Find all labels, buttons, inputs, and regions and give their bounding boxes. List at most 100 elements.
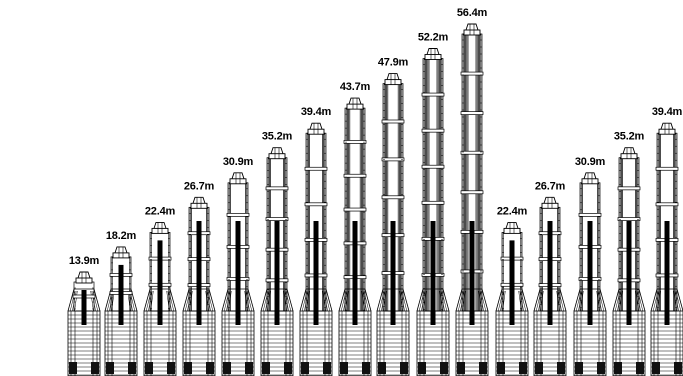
section-clamp (655, 166, 679, 171)
boom-head (75, 277, 93, 284)
height-label: 35.2m (262, 131, 293, 143)
boom-head (151, 227, 169, 234)
section-clamp (578, 213, 602, 217)
boom-head (346, 103, 364, 110)
section-clamp (381, 119, 405, 124)
sheave (583, 172, 597, 179)
section-clamp (381, 195, 405, 200)
height-label: 26.7m (184, 180, 215, 192)
hydraulic-cylinder (157, 240, 163, 325)
track-pad (301, 362, 309, 374)
track-pad (262, 362, 270, 374)
height-label: 18.2m (106, 230, 137, 242)
track-pad (245, 362, 253, 374)
boom-head (581, 178, 599, 185)
boom-tower: 30.9m (573, 156, 607, 376)
sheave (505, 221, 519, 229)
hydraulic-cylinder (430, 221, 436, 325)
boom-tower: 26.7m (533, 180, 567, 376)
section-clamp (343, 207, 367, 212)
boom-head (503, 227, 521, 234)
height-label: 26.7m (535, 180, 566, 192)
sheave (153, 221, 167, 229)
boom-tower: 18.2m (104, 230, 138, 376)
track-pad (106, 362, 114, 374)
boom-tower: 56.4m (455, 7, 489, 376)
section-clamp (343, 173, 367, 178)
section-clamp (460, 190, 484, 195)
track-pad (184, 362, 192, 374)
section-clamp (617, 186, 641, 191)
section-clamp (421, 200, 445, 205)
track-pad (223, 362, 231, 374)
track-pad (91, 362, 99, 374)
sheave (543, 196, 557, 204)
section-clamp (381, 157, 405, 162)
boom-head (307, 128, 325, 135)
sheave (465, 23, 479, 31)
boom-tower: 35.2m (260, 131, 294, 376)
section-clamp (617, 217, 641, 221)
track-pad (378, 362, 386, 374)
track-pad (636, 362, 644, 374)
section-clamp (421, 128, 445, 133)
height-label: 22.4m (497, 205, 528, 217)
height-label: 30.9m (575, 156, 606, 168)
section-clamp (655, 202, 679, 207)
boom-tower: 39.4m (650, 106, 683, 376)
track-pad (323, 362, 331, 374)
section-clamp (460, 150, 484, 155)
boom-tower: 35.2m (612, 131, 646, 376)
boom-head (112, 252, 130, 259)
boom-head (424, 54, 442, 60)
boom-head (658, 128, 676, 135)
height-label: 30.9m (223, 156, 254, 168)
hydraulic-cylinder (196, 221, 202, 325)
hydraulic-cylinder (664, 221, 670, 325)
hydraulic-cylinder (313, 221, 319, 325)
track-pad (575, 362, 583, 374)
boom-tower: 52.2m (416, 32, 450, 376)
track-pad (519, 362, 527, 374)
track-pad (400, 362, 408, 374)
section-clamp (460, 71, 484, 76)
sheave (270, 147, 284, 154)
hydraulic-cylinder (81, 290, 87, 325)
boom-tower: 43.7m (338, 81, 372, 376)
section-clamp (226, 213, 250, 217)
boom-tower: 30.9m (221, 156, 255, 376)
boom-head (541, 202, 559, 209)
height-label: 43.7m (340, 81, 371, 93)
boom-tower: 26.7m (182, 180, 216, 376)
track-pad (340, 362, 348, 374)
track-pad (652, 362, 660, 374)
hydraulic-cylinder (509, 240, 515, 325)
hydraulic-cylinder (469, 221, 475, 325)
hydraulic-cylinder (352, 221, 358, 325)
hydraulic-cylinder (118, 264, 124, 325)
track-pad (674, 362, 682, 374)
boom-head (190, 202, 208, 209)
hydraulic-cylinder (390, 221, 396, 325)
height-label: 52.2m (418, 32, 449, 44)
section-clamp (265, 217, 289, 221)
boom-head (620, 153, 638, 160)
track-pad (497, 362, 505, 374)
sheave (426, 48, 440, 55)
section-clamp (343, 140, 367, 144)
boom-head (229, 178, 247, 185)
boom-towers: 13.9m 18.2m 22.4m 26.7m 30.9m 35.2m 39.4m 43.7m… (67, 7, 683, 376)
track-pad (206, 362, 214, 374)
sheave (348, 97, 362, 105)
sheave (77, 271, 91, 279)
section-clamp (421, 92, 445, 97)
hydraulic-cylinder (274, 221, 280, 325)
sheave (309, 122, 323, 130)
track-pad (597, 362, 605, 374)
track-pad (457, 362, 465, 374)
height-label: 22.4m (145, 205, 176, 217)
sheave (114, 246, 128, 254)
track-pad (557, 362, 565, 374)
track-pad (69, 362, 77, 374)
